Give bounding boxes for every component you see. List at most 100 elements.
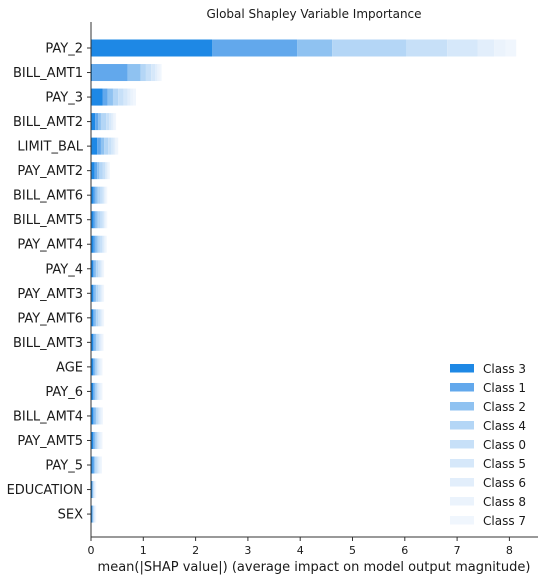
y-tick-label: PAY_3 <box>45 91 83 106</box>
bar-bill-amt6-class-2 <box>95 186 98 204</box>
bar-bill-amt3-class-6 <box>100 333 102 351</box>
y-tick-label: PAY_AMT3 <box>17 287 83 302</box>
bar-pay-3-class-2 <box>107 88 113 106</box>
bar-sex-class-7 <box>95 505 97 523</box>
bar-pay-5-class-5 <box>97 456 99 474</box>
bar-pay-6-class-3 <box>91 382 94 400</box>
legend-label: Class 8 <box>483 495 526 509</box>
legend-label: Class 3 <box>483 362 526 376</box>
bar-pay-amt2-class-1 <box>94 162 98 180</box>
bar-pay-4-class-4 <box>96 260 99 278</box>
x-tick-label: 8 <box>506 544 513 557</box>
bar-education-class-1 <box>92 481 93 499</box>
bar-pay-amt4-class-6 <box>103 235 105 253</box>
bar-bill-amt3-class-1 <box>93 333 95 351</box>
y-tick-label: EDUCATION <box>7 483 83 498</box>
bar-sex-class-4 <box>93 505 94 523</box>
bar-pay-4-class-0 <box>98 260 100 278</box>
bar-bill-amt1-class-2 <box>127 64 141 82</box>
bar-pay-4-class-5 <box>99 260 101 278</box>
bar-pay-amt2-class-0 <box>102 162 106 180</box>
y-tick-label: AGE <box>56 360 83 375</box>
bar-pay-2-class-5 <box>447 39 478 57</box>
bar-bill-amt2-class-8 <box>112 113 115 131</box>
chart-title: Global Shapley Variable Importance <box>206 7 421 21</box>
bar-bill-amt3-class-0 <box>97 333 100 351</box>
bar-pay-6-class-6 <box>99 382 101 400</box>
bar-pay-amt3-class-1 <box>93 284 95 302</box>
bar-education-class-3 <box>91 481 93 499</box>
legend-label: Class 6 <box>483 476 526 490</box>
bar-bill-amt1-class-7 <box>159 64 162 82</box>
y-tick-label: BILL_AMT1 <box>13 66 83 81</box>
bar-education-class-7 <box>95 481 97 499</box>
bar-bill-amt2-class-7 <box>114 113 117 131</box>
x-ticks: 0 1 2 3 4 5 6 7 8 <box>88 537 513 557</box>
legend-swatch <box>450 516 474 525</box>
bar-pay-amt6-class-1 <box>93 309 95 327</box>
bar-bill-amt1-class-0 <box>145 64 152 82</box>
bar-age-class-5 <box>98 358 100 376</box>
bar-education-class-2 <box>92 481 94 499</box>
bar-pay-6-class-7 <box>101 382 103 400</box>
bar-pay-amt2-class-7 <box>108 162 110 180</box>
bar-bill-amt4-class-0 <box>97 407 99 425</box>
bar-pay-3-class-6 <box>127 88 131 106</box>
bar-pay-2-class-2 <box>297 39 333 57</box>
bar-pay-amt4-class-1 <box>93 235 96 253</box>
bar-pay-amt2-class-4 <box>99 162 103 180</box>
bar-bill-amt5-class-8 <box>105 211 107 229</box>
bar-pay-amt6-class-0 <box>98 309 100 327</box>
bar-pay-amt6-class-3 <box>91 309 94 327</box>
bar-sex-class-0 <box>93 505 95 523</box>
bar-bill-amt3-class-2 <box>94 333 97 351</box>
legend-swatch <box>450 440 474 449</box>
bar-bill-amt2-class-1 <box>95 113 99 131</box>
bar-bill-amt1-class-8 <box>157 64 160 82</box>
bar-pay-amt4-class-2 <box>95 235 98 253</box>
bar-pay-2-class-6 <box>477 39 495 57</box>
bar-pay-amt6-class-5 <box>99 309 101 327</box>
y-tick-label: PAY_AMT2 <box>17 164 83 179</box>
y-tick-label: PAY_AMT5 <box>17 434 83 449</box>
bars-layer <box>91 39 517 523</box>
bar-pay-2-class-3 <box>91 39 213 57</box>
x-tick-label: 0 <box>88 544 95 557</box>
bar-pay-3-class-5 <box>123 88 128 106</box>
bar-pay-amt5-class-2 <box>94 431 96 449</box>
y-tick-label: PAY_AMT6 <box>17 311 83 326</box>
bar-bill-amt5-class-6 <box>104 211 106 229</box>
bar-limit-bal-class-5 <box>111 137 114 155</box>
x-tick-label: 7 <box>454 544 461 557</box>
bar-pay-4-class-7 <box>103 260 105 278</box>
bar-bill-amt5-class-1 <box>93 211 96 229</box>
bar-pay-3-class-0 <box>118 88 124 106</box>
legend-label: Class 2 <box>483 400 526 414</box>
bar-pay-5-class-0 <box>96 456 98 474</box>
bar-pay-3-class-7 <box>133 88 136 106</box>
bar-pay-amt5-class-3 <box>91 431 94 449</box>
bar-pay-6-class-4 <box>95 382 98 400</box>
bar-pay-amt3-class-0 <box>98 284 100 302</box>
x-tick-label: 5 <box>349 544 356 557</box>
bar-education-class-0 <box>93 481 95 499</box>
bar-pay-5-class-7 <box>100 456 102 474</box>
bar-pay-amt2-class-2 <box>97 162 100 180</box>
y-tick-label: LIMIT_BAL <box>17 140 83 155</box>
bar-bill-amt2-class-4 <box>100 113 107 131</box>
bar-age-class-6 <box>99 358 101 376</box>
bar-bill-amt5-class-7 <box>106 211 108 229</box>
bar-pay-amt6-class-2 <box>94 309 97 327</box>
bar-pay-amt4-class-4 <box>97 235 100 253</box>
bar-pay-amt2-class-8 <box>107 162 109 180</box>
bar-pay-amt3-class-8 <box>101 284 104 302</box>
x-tick-label: 1 <box>140 544 147 557</box>
bar-bill-amt4-class-3 <box>91 407 94 425</box>
bar-sex-class-3 <box>91 505 93 523</box>
bar-age-class-3 <box>91 358 94 376</box>
bar-pay-5-class-2 <box>94 456 96 474</box>
y-tick-label: PAY_5 <box>45 459 83 474</box>
bar-bill-amt4-class-6 <box>99 407 101 425</box>
bar-limit-bal-class-6 <box>113 137 116 155</box>
bar-bill-amt3-class-4 <box>96 333 98 351</box>
